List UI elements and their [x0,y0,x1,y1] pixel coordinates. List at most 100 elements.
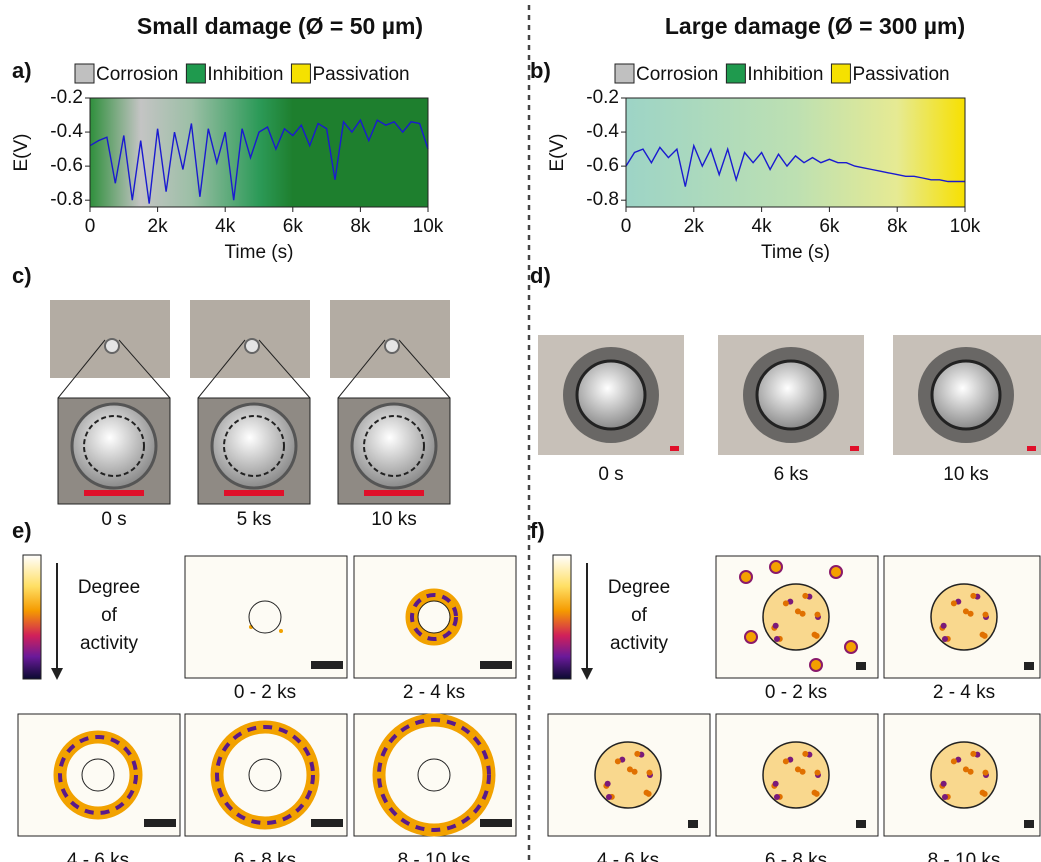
caption: 8 - 10 ks [398,850,471,862]
caption: 4 - 6 ks [67,850,129,862]
activity-spot [814,769,821,776]
x-tick-label: 6k [283,216,304,237]
activity-spot [782,600,789,607]
activity-spot [604,780,611,787]
scale-bar [311,661,343,669]
legend-swatch [290,63,311,84]
activity-spot [982,611,989,618]
scale-bar [688,820,698,828]
x-tick-label: 6k [819,216,840,237]
y-tick-label: -0.4 [586,121,619,142]
activity-spot [829,565,843,579]
zoom-line [337,339,386,399]
activity-spot [645,790,652,797]
legend-label: Corrosion [96,64,178,85]
y-axis-label: E(V) [11,134,32,172]
activity-spot [802,750,809,757]
caption: 0 s [598,464,623,485]
damage-outline [417,600,451,634]
scale-bar [480,661,512,669]
activity-spot [941,793,948,800]
y-tick-label: -0.4 [50,121,83,142]
activity-spot [967,768,974,775]
scale-bar [850,446,859,451]
panel-label: c) [12,263,32,288]
x-tick-label: 10k [950,216,981,237]
activity-spot [981,632,988,639]
activity-spot [962,766,969,773]
activity-ring-core [58,735,138,815]
legend-swatch [74,63,95,84]
colorbar-label: of [631,605,648,626]
damage-outline [930,741,998,809]
y-tick-label: -0.8 [586,189,619,210]
damage-outline [248,758,282,792]
activity-spot [962,608,969,615]
caption: 6 ks [774,464,809,485]
panel-label: b) [530,58,551,83]
activity-spot [940,780,947,787]
activity-spot [626,766,633,773]
damage-outline [762,583,830,651]
x-tick-label: 10k [413,216,444,237]
damage-outline [248,600,282,634]
scale-bar [856,662,866,670]
activity-spot [794,766,801,773]
activity-spot [744,630,758,644]
activity-map [184,555,348,679]
colorbar-label: of [101,605,118,626]
activity-spot [773,635,780,642]
legend-label: Inhibition [747,64,823,85]
x-tick-label: 0 [621,216,632,237]
activity-spot [605,793,612,800]
plot-background [90,98,428,207]
damage-spot [104,338,120,354]
scale-bar [364,490,424,496]
legend-label: Inhibition [207,64,283,85]
caption: 2 - 4 ks [403,682,465,703]
activity-spot [614,758,621,765]
zoom-line [398,339,451,399]
activity-spot [772,780,779,787]
activity-spot [813,632,820,639]
damage-outline [83,415,145,477]
legend-swatch [614,63,635,84]
scale-bar [1024,662,1034,670]
caption: 6 - 8 ks [765,850,827,862]
x-axis-label: Time (s) [225,242,294,263]
x-tick-label: 2k [684,216,705,237]
damage-outline [762,741,830,809]
y-tick-label: -0.6 [586,155,619,176]
y-tick-label: -0.6 [50,155,83,176]
caption: 0 - 2 ks [765,682,827,703]
column-title: Large damage (Ø = 300 µm) [665,13,965,39]
plot-frame [89,97,429,208]
activity-spot [799,610,806,617]
scale-bar [144,819,176,827]
caption: 8 - 10 ks [928,850,1001,862]
activity-spot [967,610,974,617]
data-line [625,143,965,187]
damage-core [930,359,1002,431]
activity-spot [772,622,779,629]
activity-spot [950,600,957,607]
damage-outline [417,758,451,792]
plot-frame [625,97,966,208]
colorbar [22,554,42,680]
zoom-line [118,339,171,399]
x-tick-label: 0 [85,216,96,237]
legend-swatch [185,63,206,84]
x-tick-label: 8k [350,216,371,237]
scale-bar [1024,820,1034,828]
damage-outline [930,583,998,651]
legend-label: Passivation [852,64,949,85]
arrow-head [581,668,593,680]
activity-spot [809,658,823,672]
scale-bar [1027,446,1036,451]
x-tick-label: 8k [887,216,908,237]
y-tick-label: -0.2 [586,87,619,108]
activity-spot [941,635,948,642]
activity-spot [802,592,809,599]
column-title: Small damage (Ø = 50 µm) [137,13,423,39]
panel-label: a) [12,58,32,83]
